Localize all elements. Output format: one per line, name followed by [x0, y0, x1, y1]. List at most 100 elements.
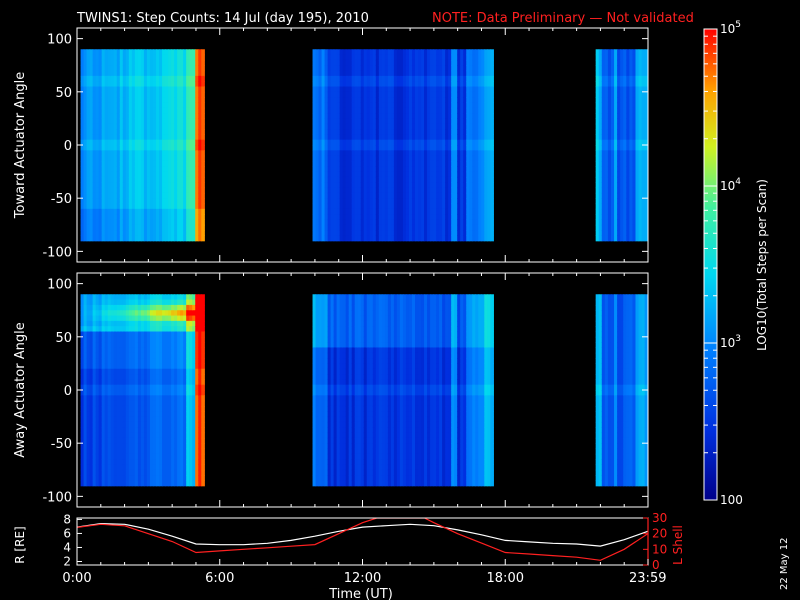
heatmap-cell — [146, 171, 151, 178]
heatmap-cell — [186, 70, 190, 77]
heatmap-cell — [83, 379, 88, 386]
heatmap-cell — [119, 219, 124, 226]
heatmap-cell — [134, 176, 139, 183]
heatmap-cell — [457, 166, 461, 173]
heatmap-cell — [641, 208, 646, 215]
heatmap-cell — [168, 219, 172, 226]
heatmap-cell — [360, 198, 365, 205]
heatmap-cell — [95, 176, 100, 183]
heatmap-cell — [89, 182, 94, 189]
heatmap-cell — [610, 150, 615, 157]
heatmap-cell — [174, 129, 178, 135]
heatmap-cell — [140, 49, 145, 56]
heatmap-cell — [116, 54, 121, 61]
heatmap-cell — [427, 176, 431, 183]
heatmap-cell — [387, 102, 392, 109]
heatmap-cell — [408, 75, 413, 82]
heatmap-cell — [481, 198, 485, 205]
heatmap-cell — [427, 171, 431, 178]
heatmap-cell — [156, 129, 160, 135]
heatmap-cell — [399, 91, 404, 98]
heatmap-cell — [342, 118, 347, 125]
heatmap-cell — [418, 65, 422, 72]
heatmap-cell — [475, 230, 479, 237]
heatmap-cell — [122, 65, 127, 72]
heatmap-cell — [327, 155, 332, 162]
heatmap-cell — [411, 102, 416, 109]
heatmap-cell — [342, 107, 347, 114]
heatmap-cell — [384, 70, 389, 77]
heatmap-cell — [402, 113, 407, 120]
heatmap-cell — [430, 155, 434, 162]
heatmap-cell — [466, 198, 470, 205]
heatmap-cell — [363, 49, 368, 56]
heatmap-cell — [360, 49, 365, 56]
heatmap-cell — [131, 107, 136, 114]
heatmap-cell — [86, 310, 91, 317]
heatmap-cell — [384, 171, 389, 178]
heatmap-cell — [439, 145, 443, 151]
heatmap-cell — [351, 75, 356, 82]
heatmap-cell — [629, 224, 634, 231]
heatmap-cell — [430, 118, 434, 125]
heatmap-cell — [595, 134, 600, 141]
heatmap-cell — [168, 91, 172, 98]
heatmap-cell — [134, 411, 139, 418]
heatmap-cell — [92, 75, 97, 82]
heatmap-cell — [128, 123, 133, 130]
heatmap-cell — [174, 123, 178, 130]
heatmap-cell — [180, 75, 184, 82]
heatmap-cell — [321, 139, 326, 146]
heatmap-cell — [396, 219, 401, 226]
heatmap-cell — [134, 208, 139, 215]
heatmap-cell — [424, 230, 428, 237]
heatmap-cell — [607, 91, 612, 98]
heatmap-cell — [327, 208, 332, 215]
heatmap-cell — [436, 187, 440, 194]
heatmap-cell — [140, 97, 145, 104]
heatmap-cell — [351, 187, 356, 194]
heatmap-cell — [180, 155, 184, 162]
heatmap-cell — [171, 49, 175, 56]
heatmap-cell — [324, 160, 329, 167]
heatmap-cell — [445, 97, 449, 104]
heatmap-cell — [83, 390, 88, 396]
heatmap-cell — [363, 75, 368, 82]
heatmap-cell — [315, 230, 320, 237]
heatmap-cell — [321, 171, 326, 178]
heatmap-cell — [137, 59, 142, 66]
heatmap-cell — [134, 59, 139, 66]
heatmap-cell — [384, 54, 389, 61]
heatmap-cell — [183, 160, 187, 167]
heatmap-cell — [86, 118, 91, 125]
heatmap-cell — [198, 150, 202, 157]
heatmap-cell — [330, 91, 335, 98]
heatmap-cell — [318, 70, 323, 77]
heatmap-cell — [604, 134, 609, 141]
heatmap-cell — [610, 118, 615, 125]
heatmap-cell — [439, 208, 443, 215]
heatmap-cell — [451, 54, 455, 61]
heatmap-cell — [366, 107, 371, 114]
heatmap-cell — [451, 113, 455, 120]
heatmap-cell — [119, 155, 124, 162]
heatmap-cell — [387, 134, 392, 141]
heatmap-cell — [92, 86, 97, 93]
heatmap-cell — [372, 155, 377, 162]
heatmap-cell — [336, 214, 341, 221]
heatmap-cell — [375, 176, 380, 183]
heatmap-cell — [116, 475, 121, 482]
heatmap-cell — [632, 160, 637, 167]
heatmap-cell — [156, 139, 160, 146]
heatmap-cell — [162, 113, 166, 120]
heatmap-cell — [484, 219, 488, 226]
heatmap-cell — [641, 155, 646, 162]
heatmap-cell — [601, 65, 606, 72]
heatmap-cell — [357, 219, 362, 226]
heatmap-cell — [607, 70, 612, 77]
heatmap-cell — [192, 214, 196, 221]
heatmap-cell — [466, 91, 470, 98]
heatmap-cell — [201, 113, 205, 120]
heatmap-cell — [601, 203, 606, 210]
heatmap-cell — [336, 81, 341, 88]
